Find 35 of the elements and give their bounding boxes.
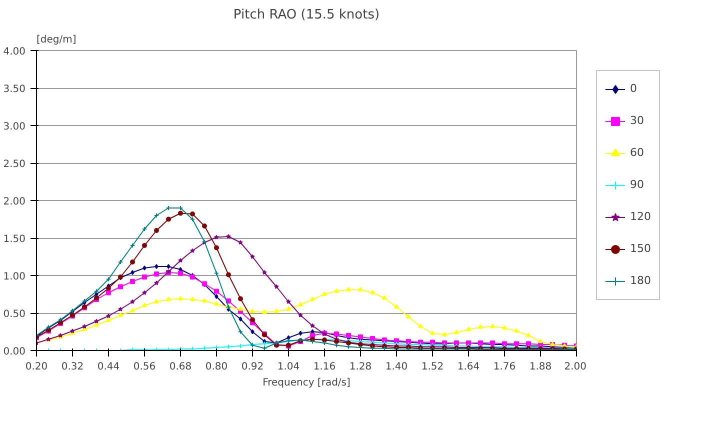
- legend-label: 90: [630, 178, 645, 191]
- y-tick-label: 0.50: [3, 309, 26, 320]
- y-tick-label: 1.00: [3, 272, 26, 282]
- legend-label: 0: [630, 82, 638, 95]
- x-tick-label: 1.16: [313, 362, 336, 372]
- y-tick-label: 3.00: [3, 122, 26, 132]
- x-tick-label: 1.40: [385, 362, 408, 372]
- x-axis-title: Frequency [rad/s]: [262, 378, 350, 388]
- x-tick-label: 0.44: [97, 362, 120, 372]
- legend-label: 180: [630, 274, 651, 287]
- x-tick-label: 0.32: [61, 362, 84, 372]
- x-tick-label: 0.56: [133, 362, 156, 372]
- x-tick-label: 1.04: [277, 362, 300, 372]
- y-tick-label: 1.50: [3, 234, 26, 245]
- legend-label: 150: [630, 242, 651, 255]
- x-tick-label: 0.20: [25, 362, 48, 372]
- x-tick-label: 1.52: [421, 362, 444, 372]
- x-tick-label: 0.80: [205, 362, 228, 372]
- x-tick-label: 0.92: [241, 362, 264, 372]
- y-tick-label: 0.00: [3, 346, 26, 358]
- x-tick-label: 1.28: [349, 362, 372, 372]
- y-tick-label: 4.00: [3, 46, 26, 58]
- y-tick-label: 2.00: [3, 196, 26, 208]
- chart-title: Pitch RAO (15.5 knots): [233, 8, 380, 22]
- legend-label: 30: [630, 114, 645, 127]
- y-axis-title: [deg/m]: [36, 34, 76, 46]
- x-tick-label: 1.64: [457, 362, 480, 372]
- y-tick-label: 3.50: [3, 84, 26, 95]
- y-tick-label: 2.50: [3, 159, 26, 170]
- x-tick-label: 1.76: [493, 362, 516, 372]
- x-tick-label: 0.68: [169, 362, 192, 372]
- legend-label: 120: [630, 210, 651, 223]
- x-tick-label: 2.00: [564, 362, 586, 372]
- x-tick-label: 1.88: [529, 362, 552, 372]
- legend-label: 60: [630, 146, 645, 159]
